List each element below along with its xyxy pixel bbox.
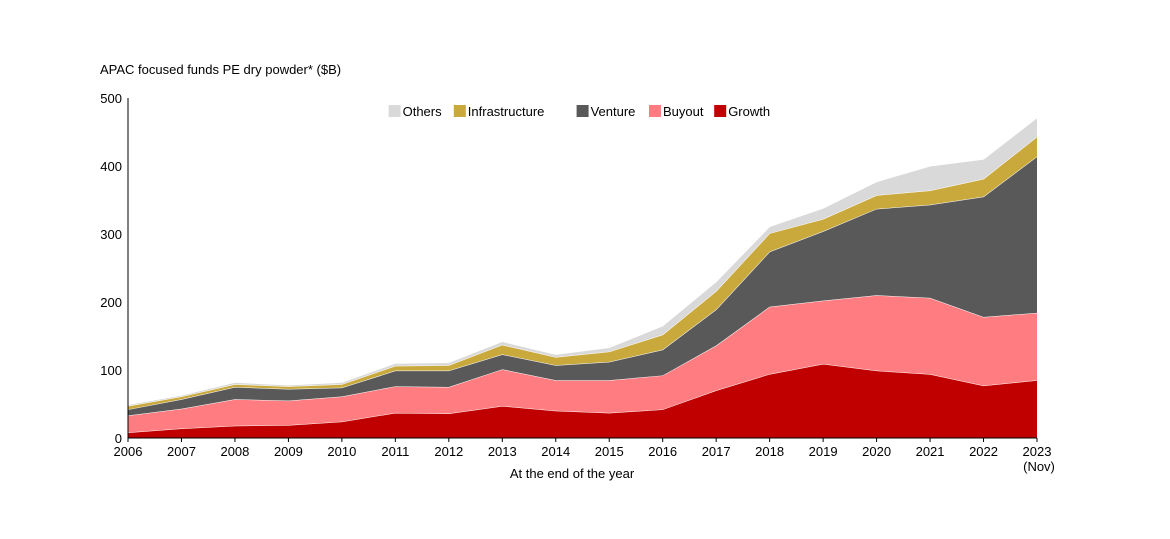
x-tick-label: 2022 — [969, 444, 998, 459]
x-tick-label: 2012 — [434, 444, 463, 459]
legend-item-growth: Growth — [714, 104, 770, 119]
x-tick-label: 2011 — [381, 444, 409, 459]
axes: 0 100 200 300 400 500 2006 2007 2008 2009 2010 2011… — [100, 91, 1055, 474]
legend-label: Infrastructure — [468, 104, 545, 119]
x-tick-label: 2015 — [595, 444, 624, 459]
legend-swatch — [388, 105, 401, 117]
x-axis-label: At the end of the year — [510, 466, 635, 481]
legend-label: Venture — [591, 104, 636, 119]
x-tick-label: 2019 — [809, 444, 838, 459]
legend-item-buyout: Buyout — [649, 104, 704, 119]
legend-label: Others — [403, 104, 443, 119]
legend-item-venture: Venture — [576, 104, 636, 119]
x-tick-label: 2009 — [274, 444, 303, 459]
x-tick-label: 2018 — [755, 444, 784, 459]
area-edge-growth — [127, 363, 1038, 434]
area-infrastructure — [128, 136, 1037, 410]
x-tick-label: 2013 — [488, 444, 517, 459]
legend-label: Buyout — [663, 104, 704, 119]
legend-swatch — [649, 105, 661, 117]
x-tick-label: 2021 — [916, 444, 945, 459]
x-tick-label: 2017 — [702, 444, 731, 459]
area-edge-others — [127, 117, 1038, 406]
chart-title: APAC focused funds PE dry powder* ($B) — [100, 62, 341, 77]
y-tick-label: 0 — [115, 431, 122, 446]
legend-swatch — [576, 105, 589, 117]
legend-item-others: Others — [388, 104, 443, 119]
y-tick-label: 100 — [100, 363, 122, 378]
x-tick-label: 2007 — [167, 444, 196, 459]
y-tick-label: 300 — [100, 227, 122, 242]
x-tick-label: 2014 — [541, 444, 570, 459]
y-tick-label: 200 — [100, 295, 122, 310]
legend: Others Infrastructure Venture Buyout Growth — [388, 104, 770, 119]
x-tick-label: 2020 — [862, 444, 891, 459]
legend-item-infrastructure: Infrastructure — [453, 104, 545, 119]
legend-swatch — [453, 105, 466, 117]
y-tick-label: 500 — [100, 91, 122, 106]
x-tick-label: 2008 — [220, 444, 249, 459]
legend-swatch — [714, 105, 727, 117]
x-tick-label: 2016 — [648, 444, 677, 459]
areas — [127, 117, 1038, 438]
x-tick-label: 2023 (Nov) — [1023, 444, 1055, 474]
y-tick-label: 400 — [100, 159, 122, 174]
area-buyout — [128, 295, 1037, 433]
x-tick-label: 2010 — [327, 444, 356, 459]
legend-label: Growth — [728, 104, 770, 119]
x-tick-label: 2006 — [114, 444, 143, 459]
